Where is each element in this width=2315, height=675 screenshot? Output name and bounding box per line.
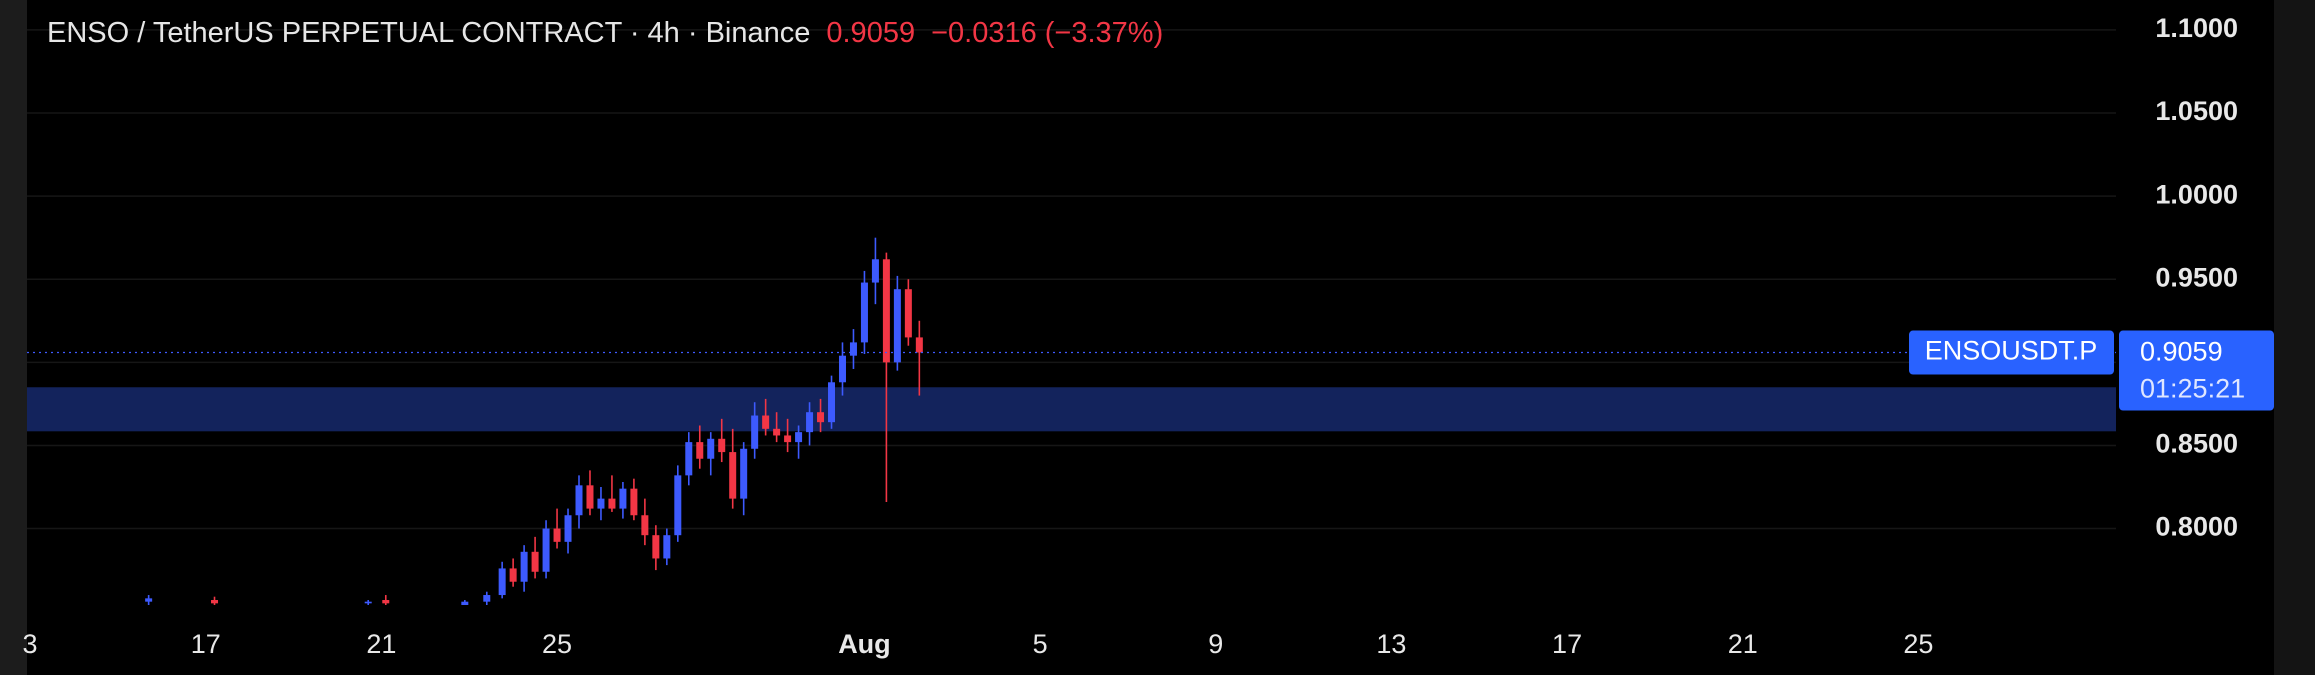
candle-body [652,535,660,559]
candle-body [882,259,890,363]
x-tick-label: 17 [191,629,221,659]
candle-body [696,442,704,459]
y-tick-label: 0.9500 [2155,262,2238,292]
candle-body [915,337,923,353]
candle-body [630,488,638,516]
zone [27,387,2116,432]
candle-body [364,601,372,604]
grid [27,29,2116,530]
x-tick-label: 21 [366,629,396,659]
candle-body [498,568,506,596]
candle-body [553,528,561,542]
candle-body [542,528,550,572]
x-tick-label: 21 [1728,629,1758,659]
candle-body [838,355,846,383]
symbol-label-box [1909,330,2114,375]
countdown: 01:25:21 [2140,374,2245,404]
candle-body [674,475,682,536]
y-tick-label: 1.0500 [2155,96,2238,126]
candle-body [904,289,912,338]
x-tick-label: 3 [23,629,38,659]
candle-body [718,438,726,453]
candle-body [893,289,901,363]
candle-body [608,498,616,509]
candle-body [509,568,517,582]
candle-body [762,415,770,429]
candle-body [685,442,693,476]
header: ENSO / TetherUS PERPETUAL CONTRACT · 4h … [47,17,1163,49]
candle-body [382,600,390,604]
candle-body [586,485,594,509]
candle-body [817,412,825,423]
y-tick-label: 0.8000 [2155,512,2238,542]
chart-title: ENSO / TetherUS PERPETUAL CONTRACT · 4h … [47,17,810,49]
candle-body [575,485,583,516]
candle-body [641,515,649,536]
candle-body [663,535,671,559]
candle-body [849,342,857,356]
candle-body [729,452,737,499]
left-edge [0,0,27,675]
price-change: −0.0316 (−3.37%) [931,17,1163,49]
candle-body [707,438,715,459]
y-tick-label: 1.1000 [2155,13,2238,43]
candle-body [773,428,781,436]
x-tick-label: 25 [1903,629,1933,659]
last-price: 0.9059 [826,17,915,49]
x-tick-label: 5 [1033,629,1048,659]
price-label-box [2119,330,2274,411]
candle-body [531,551,539,572]
candle-body [461,601,469,605]
plot [27,237,2116,605]
symbol-label: ENSOUSDT.P [1925,336,2098,366]
candle-body [751,415,759,449]
x-tick-label: 17 [1552,629,1582,659]
x-tick-label: Aug [838,629,890,659]
candle-body [597,498,605,509]
candle-body [871,259,879,283]
candle-body [860,282,868,343]
candle-body [806,412,814,433]
candle-body [828,382,836,423]
candle-body [211,600,219,604]
candle-body [740,448,748,499]
price-label: 0.9059 [2140,337,2223,367]
candle-body [520,551,528,582]
candle-body [784,435,792,443]
candle-body [795,432,803,443]
x-tick-label: 13 [1376,629,1406,659]
candle-body [619,488,627,509]
y-tick-label: 0.8500 [2155,429,2238,459]
x-tick-label: 25 [542,629,572,659]
y-tick-label: 1.0000 [2155,179,2238,209]
candle-body [564,515,572,542]
x-tick-label: 9 [1208,629,1223,659]
candle-body [483,595,491,602]
right-edge [2274,0,2315,675]
candle-body [145,598,153,602]
